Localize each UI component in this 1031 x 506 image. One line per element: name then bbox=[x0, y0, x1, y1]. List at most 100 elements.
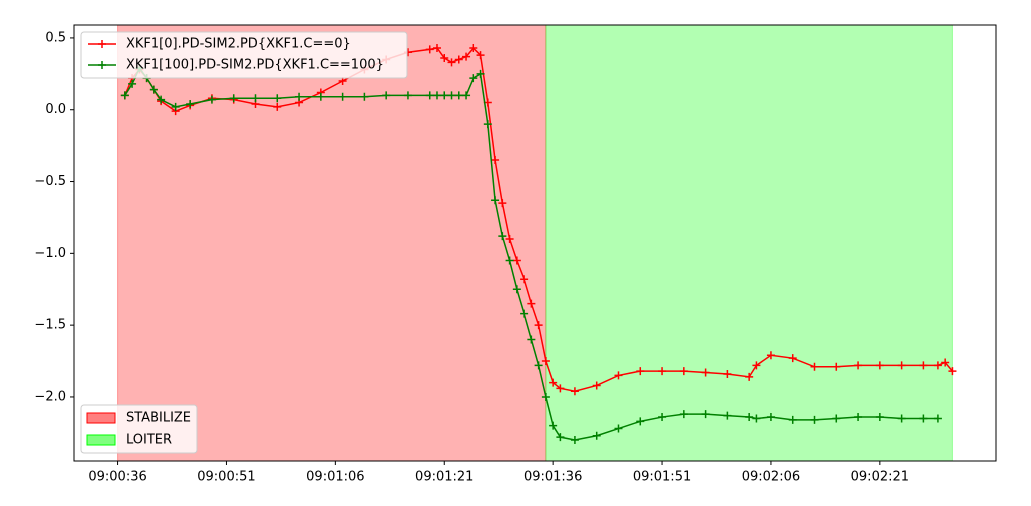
point-marker bbox=[425, 45, 434, 54]
legend-patch bbox=[86, 434, 116, 446]
point-marker bbox=[788, 354, 797, 363]
series-line bbox=[124, 46, 954, 392]
x-tick-label: 09:00:51 bbox=[197, 470, 255, 485]
point-marker bbox=[469, 43, 478, 52]
point-marker bbox=[476, 69, 485, 78]
y-tick-label: 0.0 bbox=[45, 102, 66, 117]
point-marker bbox=[512, 256, 521, 265]
point-marker bbox=[432, 91, 441, 100]
point-marker bbox=[745, 372, 754, 381]
point-marker bbox=[403, 91, 412, 100]
point-marker bbox=[854, 361, 863, 370]
point-marker bbox=[505, 234, 514, 243]
point-marker bbox=[534, 321, 543, 330]
point-marker bbox=[556, 433, 565, 442]
point-marker bbox=[614, 371, 623, 380]
plot-background bbox=[74, 25, 996, 461]
point-marker bbox=[810, 415, 819, 424]
point-marker bbox=[592, 431, 601, 440]
legend-patch bbox=[86, 412, 116, 424]
point-marker bbox=[469, 74, 478, 83]
point-marker bbox=[766, 413, 775, 422]
point-marker bbox=[556, 384, 565, 393]
y-tick-label: −1.5 bbox=[34, 318, 66, 333]
region bbox=[545, 24, 953, 462]
point-marker bbox=[745, 413, 754, 422]
point-marker bbox=[752, 361, 761, 370]
point-marker bbox=[440, 54, 449, 63]
point-marker bbox=[570, 436, 579, 445]
point-marker bbox=[186, 99, 195, 108]
point-marker bbox=[766, 351, 775, 360]
point-marker bbox=[549, 421, 558, 430]
point-marker bbox=[157, 95, 166, 104]
point-marker bbox=[832, 414, 841, 423]
x-tick-label: 09:00:36 bbox=[88, 470, 146, 485]
point-marker bbox=[948, 367, 957, 376]
point-marker bbox=[295, 92, 304, 101]
point-marker bbox=[207, 95, 216, 104]
point-marker bbox=[273, 94, 282, 103]
point-marker bbox=[541, 357, 550, 366]
point-marker bbox=[229, 94, 238, 103]
point-marker bbox=[549, 378, 558, 387]
point-marker bbox=[527, 299, 536, 308]
point-marker bbox=[425, 91, 434, 100]
point-marker bbox=[752, 414, 761, 423]
point-marker bbox=[505, 256, 514, 265]
point-marker bbox=[919, 414, 928, 423]
point-marker bbox=[810, 362, 819, 371]
point-marker bbox=[723, 411, 732, 420]
y-tick-label: 0.5 bbox=[45, 30, 66, 45]
point-marker bbox=[875, 361, 884, 370]
point-marker bbox=[120, 91, 129, 100]
point-marker bbox=[658, 367, 667, 376]
legend-label: XKF1[100].PD-SIM2.PD{XKF1.C==100} bbox=[126, 58, 384, 73]
point-marker bbox=[897, 414, 906, 423]
point-marker bbox=[520, 309, 529, 318]
point-marker bbox=[171, 102, 180, 111]
point-marker bbox=[316, 92, 325, 101]
point-marker bbox=[897, 361, 906, 370]
point-marker bbox=[360, 92, 369, 101]
point-marker bbox=[723, 369, 732, 378]
x-tick-label: 09:02:06 bbox=[742, 470, 800, 485]
y-tick-label: −2.0 bbox=[34, 389, 66, 404]
point-marker bbox=[512, 285, 521, 294]
point-marker bbox=[520, 275, 529, 284]
point-marker bbox=[251, 94, 260, 103]
legend-label: LOITER bbox=[126, 433, 172, 448]
point-marker bbox=[462, 52, 471, 61]
x-tick-label: 09:01:51 bbox=[633, 470, 691, 485]
point-marker bbox=[338, 92, 347, 101]
point-marker bbox=[498, 232, 507, 241]
point-marker bbox=[636, 417, 645, 426]
point-marker bbox=[636, 367, 645, 376]
point-marker bbox=[614, 424, 623, 433]
legend-label: XKF1[0].PD-SIM2.PD{XKF1.C==0} bbox=[126, 37, 351, 52]
point-marker bbox=[658, 413, 667, 422]
x-tick-label: 09:01:36 bbox=[524, 470, 582, 485]
point-marker bbox=[527, 335, 536, 344]
point-marker bbox=[592, 381, 601, 390]
point-marker bbox=[701, 368, 710, 377]
point-marker bbox=[534, 361, 543, 370]
y-tick-label: −1.0 bbox=[34, 246, 66, 261]
point-marker bbox=[941, 358, 950, 367]
point-marker bbox=[491, 155, 500, 164]
point-marker bbox=[679, 410, 688, 419]
point-marker bbox=[933, 414, 942, 423]
legend-label: STABILIZE bbox=[126, 411, 191, 426]
point-marker bbox=[149, 85, 158, 94]
axes-frame bbox=[73, 24, 997, 462]
point-marker bbox=[476, 51, 485, 60]
region bbox=[117, 24, 547, 462]
point-marker bbox=[854, 413, 863, 422]
x-tick-label: 09:02:21 bbox=[851, 470, 909, 485]
point-marker bbox=[454, 55, 463, 64]
x-tick-label: 09:01:21 bbox=[415, 470, 473, 485]
point-marker bbox=[875, 413, 884, 422]
point-marker bbox=[447, 58, 456, 67]
point-marker bbox=[541, 392, 550, 401]
